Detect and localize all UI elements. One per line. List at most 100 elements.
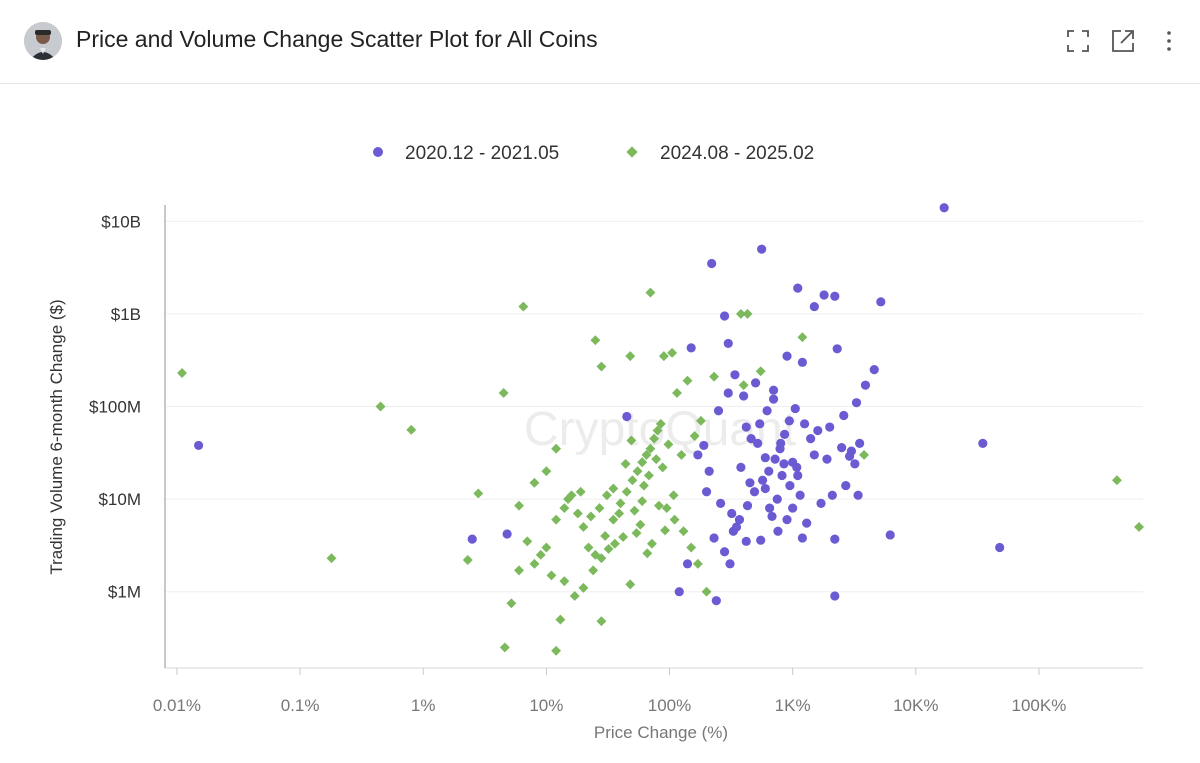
data-point[interactable] xyxy=(825,422,835,432)
data-point[interactable] xyxy=(768,394,779,404)
data-point[interactable] xyxy=(816,498,826,508)
data-point[interactable] xyxy=(661,503,672,514)
data-point[interactable] xyxy=(809,301,819,312)
data-point[interactable] xyxy=(620,458,631,469)
data-point[interactable] xyxy=(655,418,666,429)
data-point[interactable] xyxy=(793,283,803,293)
data-point[interactable] xyxy=(822,454,832,464)
data-point[interactable] xyxy=(642,548,653,559)
data-point[interactable] xyxy=(600,531,611,541)
data-point[interactable] xyxy=(594,503,605,514)
data-point[interactable] xyxy=(701,586,712,597)
data-point[interactable] xyxy=(764,466,774,476)
data-point[interactable] xyxy=(795,490,805,500)
data-point[interactable] xyxy=(546,570,557,581)
data-point[interactable] xyxy=(757,244,767,254)
data-point[interactable] xyxy=(792,462,802,472)
data-point[interactable] xyxy=(695,415,706,426)
data-point[interactable] xyxy=(779,429,790,439)
data-point[interactable] xyxy=(755,366,766,377)
data-point[interactable] xyxy=(736,462,746,472)
data-point[interactable] xyxy=(701,487,712,497)
data-point[interactable] xyxy=(773,526,783,536)
data-point[interactable] xyxy=(709,371,719,382)
data-point[interactable] xyxy=(541,542,552,553)
data-point[interactable] xyxy=(583,542,594,553)
data-point[interactable] xyxy=(608,483,619,494)
data-point[interactable] xyxy=(658,351,669,362)
data-point[interactable] xyxy=(716,498,726,508)
data-point[interactable] xyxy=(885,530,895,540)
data-point[interactable] xyxy=(529,477,540,488)
data-point[interactable] xyxy=(1111,475,1122,486)
data-point[interactable] xyxy=(643,470,654,481)
data-point[interactable] xyxy=(735,308,746,319)
data-point[interactable] xyxy=(667,347,678,358)
data-point[interactable] xyxy=(674,587,684,597)
data-point[interactable] xyxy=(770,454,780,464)
data-point[interactable] xyxy=(806,434,816,444)
data-point[interactable] xyxy=(802,518,812,528)
data-point[interactable] xyxy=(728,526,738,536)
data-point[interactable] xyxy=(723,388,733,398)
data-point[interactable] xyxy=(719,311,730,321)
data-point[interactable] xyxy=(809,450,819,460)
data-point[interactable] xyxy=(939,203,949,213)
data-point[interactable] xyxy=(760,453,770,463)
data-point[interactable] xyxy=(819,290,829,300)
data-point[interactable] xyxy=(502,529,512,539)
data-point[interactable] xyxy=(723,338,733,349)
data-point[interactable] xyxy=(629,505,640,516)
data-point[interactable] xyxy=(755,419,765,429)
data-point[interactable] xyxy=(467,534,477,544)
data-point[interactable] xyxy=(529,558,540,569)
data-point[interactable] xyxy=(663,439,674,450)
data-point[interactable] xyxy=(711,596,721,606)
data-point[interactable] xyxy=(585,511,596,522)
data-point[interactable] xyxy=(869,365,879,375)
data-point[interactable] xyxy=(797,533,807,543)
data-point[interactable] xyxy=(551,443,562,454)
data-point[interactable] xyxy=(839,410,849,421)
data-point[interactable] xyxy=(753,438,763,448)
data-point[interactable] xyxy=(832,344,842,354)
data-point[interactable] xyxy=(608,514,619,525)
data-point[interactable] xyxy=(797,332,808,343)
data-point[interactable] xyxy=(596,553,607,564)
legend-item-0[interactable]: 2020.12 - 2021.05 xyxy=(373,143,559,164)
data-point[interactable] xyxy=(768,385,779,395)
data-point[interactable] xyxy=(775,444,785,454)
data-point[interactable] xyxy=(742,308,753,319)
data-point[interactable] xyxy=(625,579,636,590)
data-point[interactable] xyxy=(689,431,700,441)
data-point[interactable] xyxy=(638,480,649,491)
data-point[interactable] xyxy=(632,466,643,477)
data-point[interactable] xyxy=(637,496,648,507)
data-point[interactable] xyxy=(757,475,768,485)
data-point[interactable] xyxy=(473,488,484,499)
data-point[interactable] xyxy=(741,536,751,546)
data-point[interactable] xyxy=(797,357,807,367)
data-point[interactable] xyxy=(672,388,682,398)
data-point[interactable] xyxy=(860,380,871,390)
data-point[interactable] xyxy=(844,451,855,461)
data-point[interactable] xyxy=(645,287,656,298)
data-point[interactable] xyxy=(622,411,632,422)
data-point[interactable] xyxy=(660,525,670,536)
data-point[interactable] xyxy=(578,582,589,593)
data-point[interactable] xyxy=(514,565,524,576)
data-point[interactable] xyxy=(704,466,714,476)
data-point[interactable] xyxy=(669,514,680,525)
data-point[interactable] xyxy=(750,378,761,388)
data-point[interactable] xyxy=(541,466,552,477)
data-point[interactable] xyxy=(627,475,638,486)
more-menu-icon[interactable] xyxy=(1156,28,1182,54)
data-point[interactable] xyxy=(749,487,760,497)
data-point[interactable] xyxy=(793,470,803,481)
data-point[interactable] xyxy=(837,442,847,453)
data-point[interactable] xyxy=(645,443,656,454)
data-point[interactable] xyxy=(745,478,755,488)
data-point[interactable] xyxy=(653,500,664,511)
data-point[interactable] xyxy=(995,542,1005,553)
data-point[interactable] xyxy=(782,515,792,525)
